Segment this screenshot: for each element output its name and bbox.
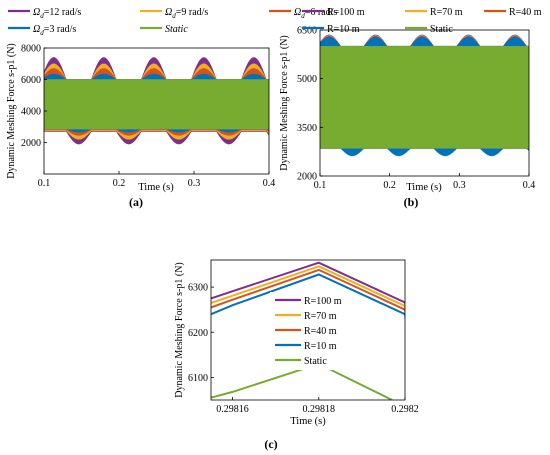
legend-label: R=100 m: [327, 7, 365, 18]
legend-label-part: Ω: [165, 7, 172, 18]
x-axis-label: Time (s): [138, 182, 174, 193]
plot-area: [44, 57, 269, 145]
legend-label: R=10 m: [327, 24, 360, 35]
legend-label: Ωd=9 rad/s: [165, 7, 208, 20]
legend: R=100 m R=70 m R=40 m R=10 m Static: [302, 7, 542, 35]
series-line-1: [211, 265, 405, 313]
plot-frame: [210, 259, 406, 401]
legend-label-part: Ω: [294, 7, 301, 18]
legend-label: R=100 m: [304, 296, 342, 307]
chart-panel-a: 0.1 0.2 0.3 0.4 2000 4000 6000 8000 Time (s) Dyna…: [6, 7, 337, 209]
plot-area: [211, 261, 405, 400]
y-tick-label: 3500: [297, 123, 317, 134]
plot-area: [320, 34, 529, 157]
series-line-0: [211, 261, 405, 309]
y-axis-label: Dynamic Meshing Force s-p1 (N): [174, 262, 185, 398]
series-line-2: [211, 268, 405, 316]
series-band-b-4: [320, 45, 529, 149]
legend-label: Ωd=6 rad/s: [294, 7, 337, 20]
y-tick-label: 5000: [297, 74, 317, 85]
x-tick-label: 0.2: [383, 180, 396, 191]
chart-panel-b: 0.1 0.2 0.3 0.4 2000 3500 5000 6500 Time (s) Dyna…: [279, 7, 542, 209]
y-tick-label: 6200: [188, 328, 208, 339]
x-tick-label: 0.1: [314, 180, 327, 191]
legend: Ωd=12 rad/s Ωd=9 rad/s Ωd=6 rad/sΩd=3 rad/…: [8, 7, 337, 37]
panel-label: (c): [264, 437, 277, 451]
legend-label: Static: [430, 24, 453, 35]
y-tick-label: 4000: [21, 107, 41, 118]
x-tick-label: 0.29816: [216, 404, 249, 415]
x-tick-label: 0.29818: [303, 404, 336, 415]
legend-label: Ωd=12 rad/s: [33, 7, 81, 20]
legend-label: Ωd=3 rad/s: [33, 24, 76, 37]
legend-label-part: =12 rad/s: [44, 7, 82, 18]
legend-label-part: d: [301, 12, 305, 20]
x-tick-label: 0.2982: [391, 404, 419, 415]
y-tick-label: 6500: [297, 26, 317, 37]
legend-label-part: d: [40, 12, 44, 20]
x-tick-label: 0.4: [263, 178, 276, 189]
series-line-3: [211, 273, 405, 321]
x-tick-label: 0.1: [38, 178, 51, 189]
y-tick-label: 6100: [188, 373, 208, 384]
x-tick-label: 0.4: [523, 180, 536, 191]
y-axis-label: Dynamic Meshing Force s-p1 (N): [279, 35, 290, 171]
legend-label-part: Static: [165, 24, 188, 35]
y-tick-label: 8000: [21, 44, 41, 55]
legend-label-part: d: [172, 12, 176, 20]
legend-label: Static: [165, 24, 188, 35]
x-axis-label: Time (s): [406, 182, 442, 193]
legend-label: R=40 m: [509, 7, 542, 18]
x-axis-label: Time (s): [290, 416, 326, 427]
legend-label-part: =6 rad/s: [305, 7, 338, 18]
x-tick-label: 0.3: [188, 178, 201, 189]
legend-label-part: Ω: [33, 24, 40, 35]
legend-label-part: Ω: [33, 7, 40, 18]
y-tick-label: 6000: [21, 75, 41, 86]
y-tick-label: 2000: [21, 138, 41, 149]
legend-label: R=10 m: [304, 341, 337, 352]
panel-label: (a): [129, 195, 143, 209]
legend-label: R=70 m: [304, 311, 337, 322]
legend-label: Static: [304, 356, 327, 367]
y-axis-label: Dynamic Meshing Force s-p1 (N): [6, 43, 17, 179]
x-tick-label: 0.3: [453, 180, 466, 191]
legend-label-part: =3 rad/s: [44, 24, 77, 35]
legend: R=100 m R=70 m R=40 m R=10 m Static: [270, 292, 348, 370]
series-band-a-4: [44, 79, 269, 130]
legend-label-part: =9 rad/s: [176, 7, 209, 18]
legend-label: R=70 m: [430, 7, 463, 18]
panel-label: (b): [404, 195, 419, 209]
y-tick-label: 2000: [297, 172, 317, 183]
series-line-4: [211, 362, 393, 400]
plot-frame: [319, 29, 530, 177]
chart-panel-c: 0.29816 0.29818 0.2982 6100 6200 6300 Time (s)…: [174, 259, 419, 451]
x-tick-label: 0.2: [113, 178, 126, 189]
y-tick-label: 6300: [188, 283, 208, 294]
legend-label-part: d: [40, 29, 44, 37]
legend-label: R=40 m: [304, 326, 337, 337]
